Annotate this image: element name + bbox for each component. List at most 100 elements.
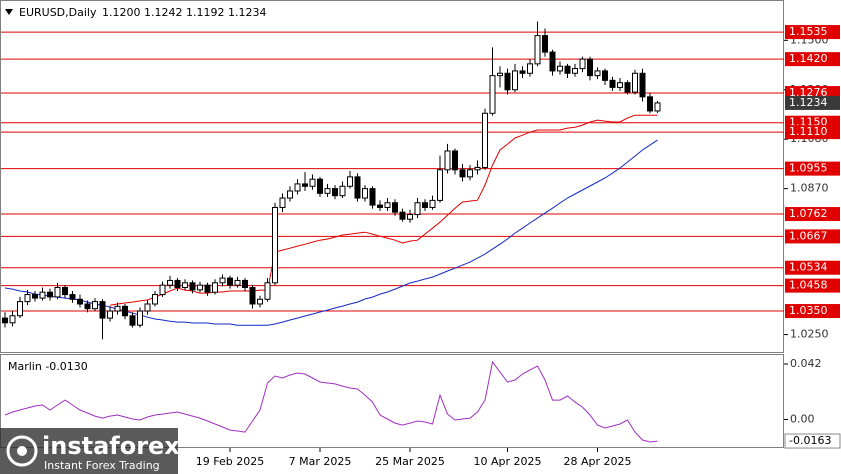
candle-body [137, 310, 143, 326]
level-label: 1.1276 [789, 86, 828, 99]
candle-body [317, 178, 323, 194]
y-tick-label: 0.00 [790, 413, 815, 426]
candle-body [84, 303, 91, 310]
candle-body [69, 294, 76, 300]
watermark-logo [6, 435, 38, 467]
candle-body [572, 68, 578, 74]
level-label-box [785, 161, 840, 176]
level-label-box [785, 229, 840, 244]
candle-body [422, 202, 428, 208]
candle-body [392, 202, 398, 213]
main-panel-frame [0, 0, 784, 353]
candle-body [369, 188, 376, 206]
candle-body [279, 197, 286, 208]
candle-body [2, 317, 8, 324]
candle-body [339, 185, 346, 197]
candle-body [564, 65, 571, 74]
candle-body [504, 72, 511, 91]
candle-body [459, 169, 466, 178]
candle-body [452, 150, 458, 171]
level-label-box [785, 304, 840, 319]
watermark-tagline: Instant Forex Trading [44, 459, 160, 472]
candle-body [437, 169, 443, 201]
candle-body [557, 65, 563, 72]
candle-body [654, 102, 661, 112]
y-tick-label: 0.042 [790, 357, 822, 370]
candle-body [114, 305, 121, 312]
candle-body [542, 35, 548, 53]
symbol-title: EURUSD,Daily [19, 6, 97, 19]
level-label-box [785, 25, 840, 40]
oscillator-line [4, 360, 658, 443]
candle-body [384, 202, 391, 208]
candle-body [474, 166, 481, 171]
candle-body [249, 286, 256, 305]
candle-body [399, 211, 406, 220]
candle-body [647, 96, 653, 112]
candle-body [534, 35, 541, 65]
x-tick-label: 19 Feb 2025 [196, 455, 264, 468]
candle-body [497, 72, 503, 77]
last-value-label: -0.0163 [789, 434, 831, 447]
candle-body [407, 214, 413, 220]
candle-body [47, 291, 53, 298]
candle-body [377, 204, 383, 208]
candle-body [24, 294, 31, 303]
candle-body [617, 82, 623, 88]
candle-body [242, 279, 248, 288]
candle-body [324, 188, 331, 194]
candle-body [212, 282, 218, 293]
candle-body [602, 70, 608, 81]
level-label: 1.0350 [789, 304, 828, 317]
x-tick-label: 28 Apr 2025 [563, 455, 631, 468]
candle-body [309, 178, 316, 187]
candle-body [174, 279, 181, 288]
candle-body [609, 79, 616, 88]
level-label-box [785, 260, 840, 275]
candle-body [632, 72, 638, 93]
candle-body [182, 282, 188, 288]
candle-body [587, 58, 593, 77]
last-price-label: 1.1234 [789, 96, 828, 109]
candle-body [99, 301, 106, 319]
candle-body [579, 58, 586, 70]
candle-body [489, 75, 496, 114]
level-label: 1.0534 [789, 261, 828, 274]
last-price-box [785, 95, 840, 110]
candle-body [482, 112, 488, 168]
candle-body [62, 286, 68, 296]
candle-body [347, 176, 353, 187]
candle-body [294, 183, 301, 192]
candle-body [257, 298, 263, 305]
candle-body [264, 282, 271, 300]
candle-body [122, 305, 128, 317]
candle-body [204, 284, 211, 293]
candle-body [17, 301, 23, 317]
level-label: 1.0667 [789, 229, 828, 242]
y-tick-label: 1.0250 [790, 328, 829, 341]
candle-body [227, 277, 233, 286]
candle-body [152, 294, 158, 305]
moving-average-line [109, 114, 658, 306]
candle-body [362, 188, 368, 199]
x-tick-label: 25 Mar 2025 [375, 455, 445, 468]
candle-body [287, 190, 293, 199]
y-tick-label: 1.0870 [790, 182, 829, 195]
candle-body [167, 279, 173, 286]
watermark-logo-core [17, 446, 27, 456]
candle-body [159, 284, 166, 296]
level-label: 1.1420 [789, 52, 828, 65]
candle-body [272, 206, 278, 284]
candle-body [107, 310, 113, 319]
menu-triangle [5, 9, 13, 15]
candle-body [197, 284, 203, 291]
watermark-brand: instaforex [42, 432, 180, 460]
level-label: 1.1110 [789, 125, 828, 138]
candle-body [54, 286, 61, 298]
candle-body [527, 63, 533, 74]
ohlc-readout: 1.1200 1.1242 1.1192 1.1234 [102, 6, 266, 19]
x-tick-label: 10 Apr 2025 [473, 455, 541, 468]
plot-layer: 1.02501.08701.10801.12901.15001.15351.14… [1, 21, 841, 468]
